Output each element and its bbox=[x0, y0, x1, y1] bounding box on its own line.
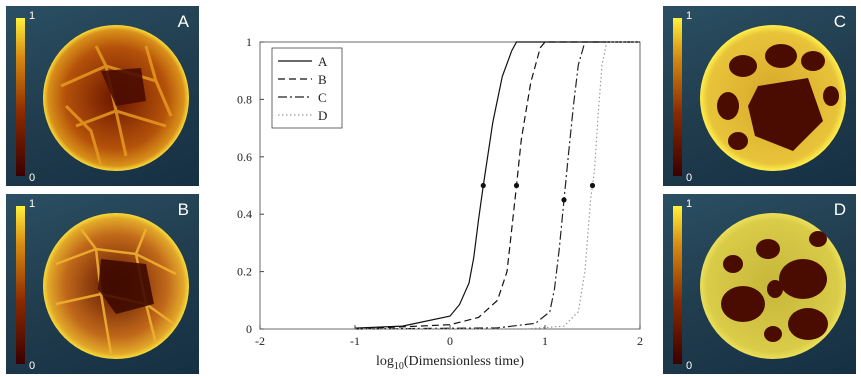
x-axis-label: log10(Dimensionless time) bbox=[376, 354, 524, 372]
panel-a: A 1 0 bbox=[6, 6, 199, 186]
colorbar bbox=[16, 18, 25, 176]
series-marker-b bbox=[513, 182, 520, 189]
legend-label: A bbox=[318, 54, 328, 69]
panel-d-image bbox=[673, 206, 846, 364]
colorbar-max: 1 bbox=[686, 10, 693, 22]
panel-b-label: B bbox=[177, 200, 189, 219]
line-chart: -2 -1 0 1 2 0 0.2 0.4 0.6 0.8 1 log10(Dimensionless… bbox=[237, 35, 643, 372]
x-tick-label: -2 bbox=[255, 334, 265, 348]
panel-b-image bbox=[16, 206, 189, 364]
legend-label: C bbox=[318, 90, 327, 105]
x-tick-label: 2 bbox=[637, 334, 643, 348]
colorbar-min: 0 bbox=[686, 172, 693, 184]
colorbar-min: 0 bbox=[29, 172, 36, 184]
y-tick-label: 0.8 bbox=[237, 92, 252, 106]
legend-label: D bbox=[318, 108, 327, 123]
series-marker-a bbox=[480, 182, 486, 189]
y-tick-label: 0.6 bbox=[237, 150, 252, 164]
colorbar-min: 0 bbox=[686, 360, 693, 372]
series-line-c bbox=[354, 41, 640, 330]
series-line-d bbox=[355, 41, 640, 330]
panel-c-label: C bbox=[833, 12, 846, 31]
y-tick-label: 0 bbox=[246, 322, 252, 336]
panel-d-label: D bbox=[833, 200, 846, 219]
panel-a-image bbox=[16, 18, 189, 176]
series-line-b bbox=[354, 41, 640, 330]
panel-d: D 1 0 bbox=[663, 194, 856, 374]
x-tick-label: 0 bbox=[447, 334, 453, 348]
colorbar-max: 1 bbox=[29, 10, 36, 22]
colorbar bbox=[673, 206, 682, 364]
y-tick-label: 0.2 bbox=[237, 265, 252, 279]
legend bbox=[271, 47, 343, 129]
series-marker-d bbox=[589, 182, 596, 189]
x-tick-label: -1 bbox=[350, 334, 360, 348]
panel-b: B 1 0 bbox=[6, 194, 199, 374]
x-tick-label: 1 bbox=[542, 334, 548, 348]
colorbar bbox=[16, 206, 25, 364]
panel-c-image bbox=[673, 18, 846, 176]
y-tick-label: 1 bbox=[246, 35, 252, 49]
colorbar-max: 1 bbox=[686, 198, 693, 210]
series-marker-c bbox=[561, 197, 567, 203]
colorbar-min: 0 bbox=[29, 360, 36, 372]
y-tick-label: 0.4 bbox=[237, 207, 252, 221]
series-line-a bbox=[354, 41, 640, 329]
legend-label: B bbox=[318, 72, 327, 87]
panel-c: C 1 0 bbox=[663, 6, 856, 186]
colorbar bbox=[673, 18, 682, 176]
panel-a-label: A bbox=[177, 12, 189, 31]
colorbar-max: 1 bbox=[29, 198, 36, 210]
